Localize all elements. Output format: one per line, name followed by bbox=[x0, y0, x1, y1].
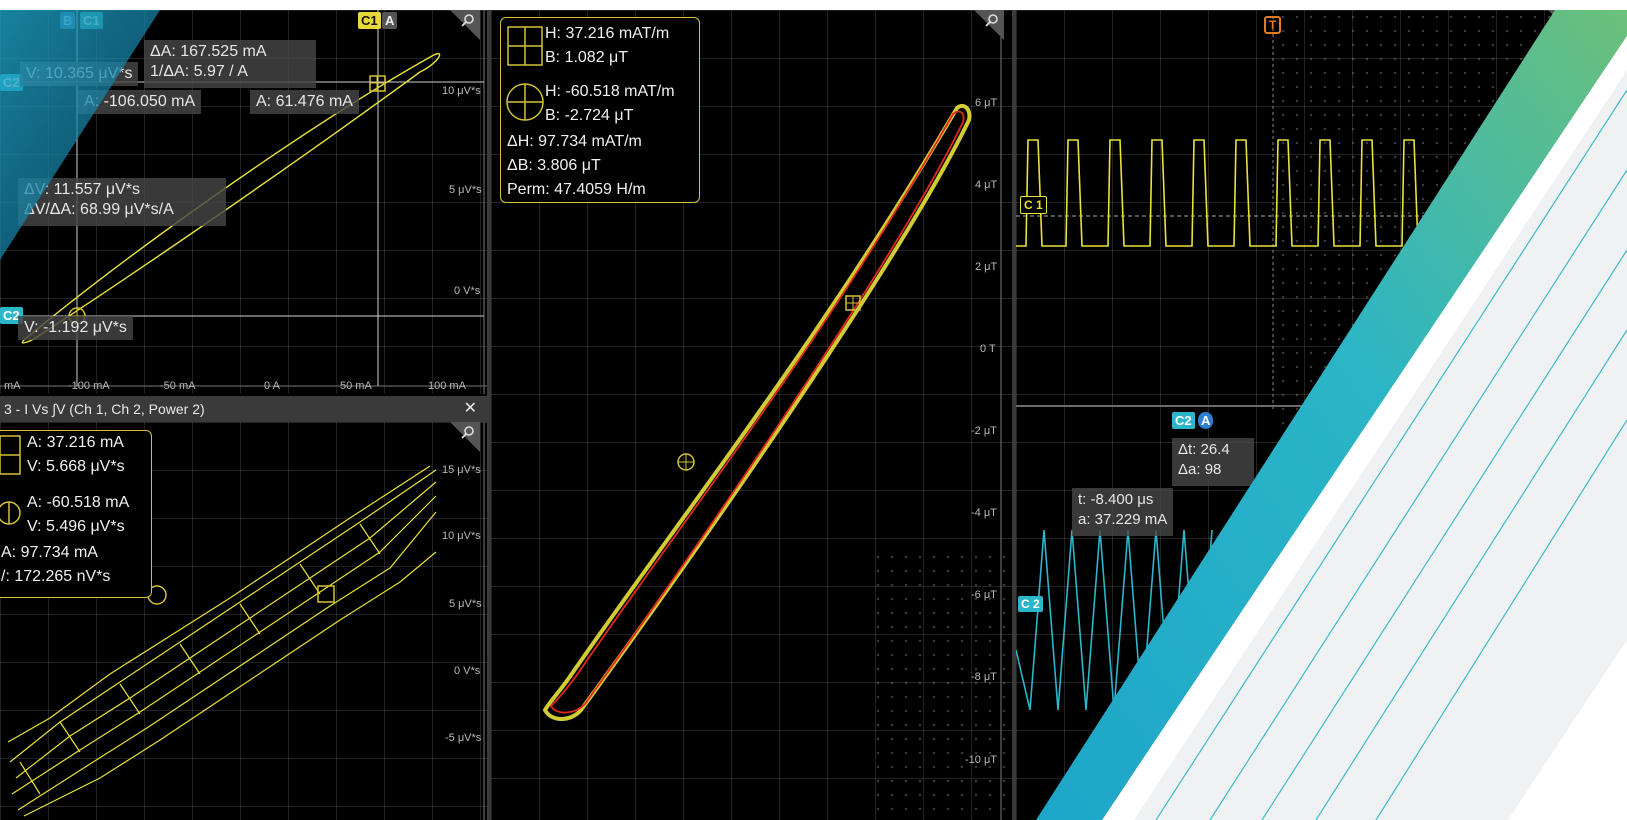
channel-c2-marker[interactable]: C 2 bbox=[1018, 596, 1043, 612]
delta-v: /: 172.265 nV*s bbox=[1, 568, 111, 585]
a-right-readout: A: 61.476 mA bbox=[250, 90, 359, 114]
x-tick: -100 mA bbox=[68, 380, 110, 392]
y-tick: -6 μT bbox=[971, 589, 997, 601]
channel-b-tag[interactable]: B bbox=[60, 12, 76, 29]
cursor-square-marker bbox=[317, 585, 335, 603]
time-domain-plot[interactable]: T C 1 C 2 C2 A Δt: 26.4 Δa: 98 t: -8.400… bbox=[1016, 10, 1627, 820]
delta-a-readout: ΔA: 167.525 mA 1/ΔA: 5.97 / A bbox=[144, 40, 316, 88]
pane-divider[interactable] bbox=[1012, 0, 1016, 820]
y-tick: 0 V*s bbox=[454, 665, 481, 677]
cursor1-v: V: 5.668 μV*s bbox=[27, 458, 125, 475]
channel-c1-tag[interactable]: C1 bbox=[80, 12, 103, 29]
channel-c2-tag-lower[interactable]: C2 bbox=[0, 307, 23, 324]
x-tick: 0 A bbox=[264, 380, 280, 392]
cursor1-readout: H: 37.216 mAT/m B: 1.082 μT bbox=[501, 22, 699, 70]
y-tick: -8 μT bbox=[971, 671, 997, 683]
a-cursor-badge[interactable]: A bbox=[1198, 412, 1214, 429]
cursor2-b: B: -2.724 μT bbox=[545, 107, 634, 124]
zoom-magnifier-icon[interactable] bbox=[1546, 10, 1578, 42]
dt-readout: Δt: 26.4 Δa: 98 bbox=[1172, 438, 1254, 486]
v-lower-readout: V: -1.192 μV*s bbox=[18, 316, 133, 340]
cursor1-b: B: 1.082 μT bbox=[545, 49, 629, 66]
zoom-magnifier-icon[interactable] bbox=[448, 422, 480, 454]
v-upper-readout: V: 10.365 μV*s bbox=[20, 62, 139, 86]
y-tick: 0 V*s bbox=[454, 285, 481, 297]
bh-cursor-readout-box: H: 37.216 mAT/m B: 1.082 μT H: -60.518 m… bbox=[500, 17, 700, 203]
cursor2-v: V: 5.496 μV*s bbox=[27, 518, 125, 535]
center-plot-svg bbox=[542, 10, 1002, 820]
cursor1-a: A: 37.216 mA bbox=[27, 434, 124, 451]
y-tick: -4 μT bbox=[971, 507, 997, 519]
waveform-title-bar[interactable]: 3 - I Vs ∫V (Ch 1, Ch 2, Power 2) ✕ bbox=[0, 396, 487, 422]
y-tick: 15 μV*s bbox=[442, 464, 481, 476]
x-tick: -50 mA bbox=[160, 380, 196, 392]
y-tick: 4 μT bbox=[975, 179, 998, 191]
cursor1-readout: A: 37.216 mA V: 5.668 μV*s bbox=[0, 431, 151, 479]
x-tick: mA bbox=[4, 380, 21, 392]
bh-loop-yellow bbox=[542, 103, 972, 721]
cursor-readout-box: A: 37.216 mA V: 5.668 μV*s A: -60.518 mA… bbox=[0, 430, 152, 598]
trigger-marker[interactable]: T bbox=[1264, 16, 1282, 34]
dot-texture bbox=[871, 550, 1012, 820]
c2-cursor-badge[interactable]: C2 bbox=[1172, 412, 1195, 429]
time-value: t: -8.400 μs bbox=[1078, 491, 1154, 508]
zoom-magnifier-icon[interactable] bbox=[972, 10, 1004, 42]
a-left-readout: A: -106.050 mA bbox=[78, 90, 202, 114]
cursor-circle-icon bbox=[0, 501, 21, 525]
permeability: Perm: 47.4059 H/m bbox=[507, 181, 646, 198]
cursor-square-icon bbox=[0, 435, 21, 475]
bottom-left-plot-svg bbox=[7, 422, 485, 820]
bh-loop-red bbox=[549, 110, 965, 714]
y-tick: -5 μV*s bbox=[445, 732, 482, 744]
delta-v-value: ΔV: 11.557 μV*s bbox=[24, 181, 140, 198]
right-plot-svg bbox=[1016, 10, 1627, 711]
ch2-triangle-wave bbox=[1016, 529, 1213, 711]
y-tick: 10 μV*s bbox=[442, 530, 481, 542]
inverse-delta-a-value: 1/ΔA: 5.97 / A bbox=[150, 63, 248, 80]
delta-h: ΔH: 97.734 mAT/m bbox=[507, 133, 642, 150]
xy-plot-top-left[interactable]: 10 μV*s 5 μV*s 0 V*s mA -100 mA -50 mA 0… bbox=[0, 10, 487, 394]
dv-da-value: ΔV/ΔA: 68.99 μV*s/A bbox=[24, 201, 174, 218]
amplitude-value: a: 37.229 mA bbox=[1078, 511, 1168, 528]
y-tick: 5 μV*s bbox=[449, 598, 482, 610]
y-tick: -10 μT bbox=[965, 754, 998, 766]
cursor-circle-icon bbox=[506, 83, 544, 121]
cursor-a-tag[interactable]: A bbox=[382, 12, 398, 29]
delta-a: A: 97.734 mA bbox=[1, 544, 98, 561]
bh-plot-center[interactable]: 6 μT 4 μT 2 μT 0 T -2 μT -4 μT -6 μT -8 … bbox=[491, 10, 1012, 820]
x-tick: 50 mA bbox=[340, 380, 372, 392]
delta-v-readout: ΔV: 11.557 μV*s ΔV/ΔA: 68.99 μV*s/A bbox=[18, 178, 226, 226]
delta-a-value: ΔA: 167.525 mA bbox=[150, 43, 267, 60]
cursor2-a: A: -60.518 mA bbox=[27, 494, 130, 511]
y-tick: 0 T bbox=[980, 343, 996, 355]
channel-c1-tag-right[interactable]: C1 bbox=[358, 12, 381, 29]
channel-c1-marker[interactable]: C 1 bbox=[1020, 196, 1047, 214]
y-tick: -2 μT bbox=[971, 425, 997, 437]
xy-plot-bottom-left[interactable]: 15 μV*s 10 μV*s 5 μV*s 0 V*s -5 μV*s A: … bbox=[0, 422, 487, 820]
x-tick: 100 mA bbox=[428, 380, 466, 392]
time-amplitude-readout: t: -8.400 μs a: 37.229 mA bbox=[1072, 488, 1174, 536]
y-tick: 5 μV*s bbox=[449, 184, 482, 196]
noisy-hysteresis-band bbox=[7, 465, 437, 817]
pane-divider[interactable] bbox=[487, 0, 491, 820]
waveform-title: 3 - I Vs ∫V (Ch 1, Ch 2, Power 2) bbox=[4, 401, 205, 417]
zoom-magnifier-icon[interactable] bbox=[448, 10, 480, 42]
y-tick: 2 μT bbox=[975, 261, 998, 273]
close-icon[interactable]: ✕ bbox=[463, 400, 477, 417]
dt-value: Δt: 26.4 bbox=[1178, 441, 1230, 458]
cursor-square-icon bbox=[507, 26, 543, 66]
delta-b: ΔB: 3.806 μT bbox=[507, 157, 601, 174]
cursor2-readout: H: -60.518 mAT/m B: -2.724 μT bbox=[501, 80, 699, 128]
cursor2-readout: A: -60.518 mA V: 5.496 μV*s bbox=[0, 491, 151, 539]
y-tick: 10 μV*s bbox=[442, 85, 481, 97]
cursor1-h: H: 37.216 mAT/m bbox=[545, 25, 670, 42]
top-border-strip bbox=[0, 0, 1627, 10]
ch1-square-wave bbox=[1016, 139, 1444, 247]
y-tick: 6 μT bbox=[975, 97, 998, 109]
cursor2-h: H: -60.518 mAT/m bbox=[545, 83, 675, 100]
da-value: Δa: 98 bbox=[1178, 461, 1222, 478]
